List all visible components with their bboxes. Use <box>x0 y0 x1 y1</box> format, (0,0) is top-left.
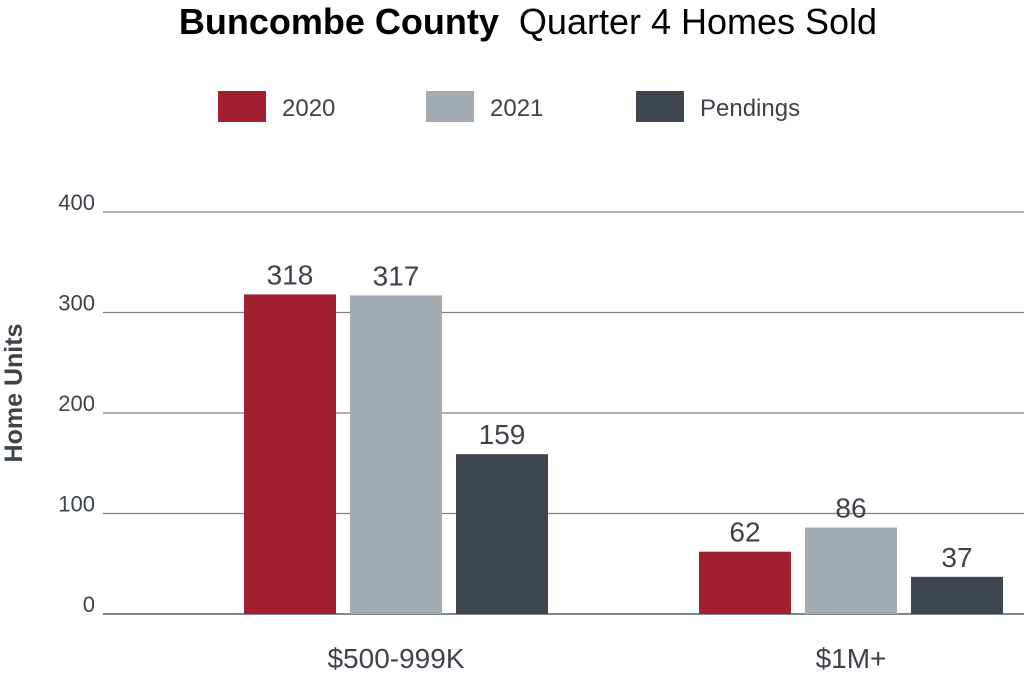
legend-label-pendings: Pendings <box>700 95 800 122</box>
value-label-500-999k-2020: 318 <box>267 259 314 290</box>
legend-swatch-pendings <box>636 91 684 122</box>
bar-500-999k-2021 <box>350 295 442 614</box>
legend-label-2021: 2021 <box>490 95 543 122</box>
x-category-label-500-999k: $500-999K <box>327 643 464 674</box>
legend-label-2020: 2020 <box>282 95 335 122</box>
value-label-500-999k-pendings: 159 <box>479 419 526 450</box>
bars <box>244 294 1003 614</box>
y-tick-label-300: 300 <box>58 291 95 316</box>
legend-swatch-2020 <box>218 91 266 122</box>
value-label-1m-2020: 62 <box>729 517 760 548</box>
y-axis-label: Home Units <box>0 324 28 463</box>
bar-1m-2021 <box>805 527 897 614</box>
y-tick-label-400: 400 <box>58 190 95 215</box>
y-tick-label-0: 0 <box>83 592 95 617</box>
chart-title: Buncombe County Quarter 4 Homes Sold <box>179 1 877 42</box>
y-tick-label-200: 200 <box>58 391 95 416</box>
legend-swatch-2021 <box>426 91 474 122</box>
bar-1m-2020 <box>699 551 791 614</box>
value-label-1m-2021: 86 <box>835 493 866 524</box>
chart-title-rest: Quarter 4 Homes Sold <box>519 1 877 42</box>
value-label-500-999k-2021: 317 <box>373 260 420 291</box>
value-label-1m-pendings: 37 <box>941 542 972 573</box>
bar-500-999k-pendings <box>456 454 548 614</box>
category-labels: $500-999K $1M+ <box>327 643 886 674</box>
bar-500-999k-2020 <box>244 294 336 614</box>
chart-title-bold: Buncombe County <box>179 1 499 42</box>
bar-1m-pendings <box>911 576 1003 614</box>
y-axis-ticks: 0 100 200 300 400 <box>58 190 95 617</box>
legend: 2020 2021 Pendings <box>218 91 800 122</box>
y-tick-label-100: 100 <box>58 492 95 517</box>
value-labels: 318 317 159 62 86 37 <box>267 259 973 572</box>
x-category-label-1m: $1M+ <box>816 643 887 674</box>
